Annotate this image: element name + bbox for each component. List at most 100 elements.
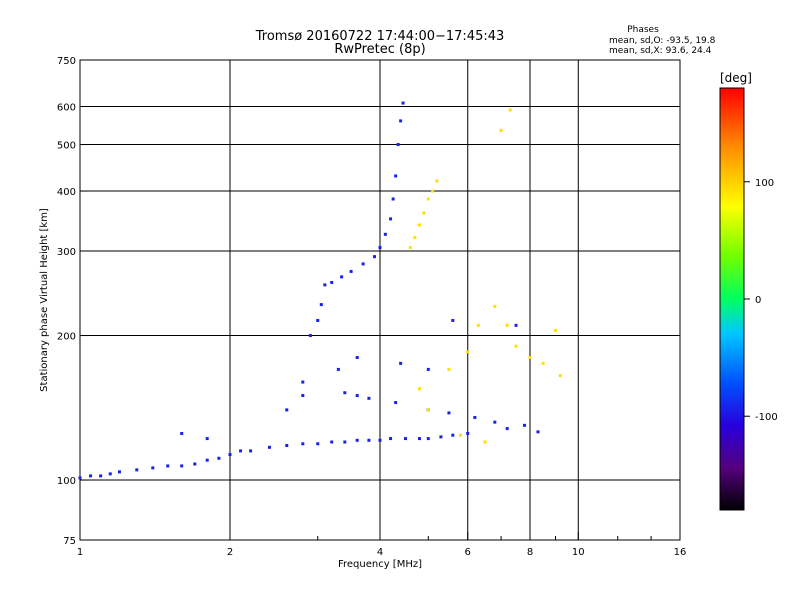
chart-title: Tromsø 20160722 17:44:00−17:45:43 (255, 29, 505, 44)
data-point-o (451, 318, 455, 322)
data-point-o (383, 232, 387, 236)
stats-line-x: mean, sd,X: 93.6, 24.4 (609, 46, 712, 56)
data-point-o (403, 437, 407, 441)
data-point-o (205, 458, 209, 462)
data-point-o (391, 197, 395, 201)
data-point-o (301, 380, 305, 384)
grid-lines (80, 60, 680, 540)
data-point-x (553, 328, 557, 332)
data-point-x (447, 367, 451, 371)
data-point-x (558, 374, 562, 378)
stats-line-o: mean, sd,O: -93.5, 19.8 (609, 36, 716, 46)
data-point-o (343, 391, 347, 395)
data-point-x (413, 236, 417, 240)
data-point-x (508, 108, 512, 112)
x-tick-label: 1 (77, 547, 83, 558)
x-tick-label: 16 (674, 547, 687, 558)
data-point-x (435, 179, 439, 183)
data-point-x (499, 128, 503, 132)
data-point-o (117, 470, 121, 474)
data-point-o (267, 445, 271, 449)
data-point-o (180, 464, 184, 468)
data-point-o (340, 275, 344, 279)
data-point-o (108, 472, 112, 476)
data-point-o (249, 449, 253, 453)
y-tick-label: 75 (63, 536, 76, 547)
data-point-o (378, 438, 382, 442)
data-point-o (205, 437, 209, 441)
data-point-x (514, 344, 518, 348)
y-tick-label: 500 (57, 141, 76, 152)
x-tick-label: 6 (465, 547, 471, 558)
data-point-o (180, 432, 184, 436)
data-point-o (228, 453, 232, 457)
data-point-o (373, 255, 377, 259)
data-point-o (323, 283, 327, 287)
data-point-o (536, 430, 540, 434)
data-point-x (426, 197, 430, 201)
data-point-x (422, 211, 426, 215)
data-point-o (389, 217, 393, 221)
data-point-o (399, 119, 403, 123)
data-points (78, 101, 562, 480)
data-point-o (308, 334, 312, 338)
data-point-x (417, 223, 421, 227)
data-point-o (451, 433, 455, 437)
data-point-o (466, 432, 470, 436)
data-point-o (505, 427, 509, 431)
data-point-o (355, 438, 359, 442)
data-point-o (316, 442, 320, 446)
data-point-o (330, 280, 334, 284)
data-point-o (367, 396, 371, 400)
colorbar-tick-label: 0 (755, 295, 761, 306)
data-point-o (378, 246, 382, 250)
data-point-x (426, 408, 430, 412)
data-point-o (389, 437, 393, 441)
data-point-o (417, 437, 421, 441)
data-point-o (319, 303, 323, 307)
data-point-o (367, 438, 371, 442)
data-point-x (541, 361, 545, 365)
data-point-o (355, 355, 359, 359)
data-point-o (355, 394, 359, 398)
data-point-o (166, 464, 170, 468)
data-point-o (301, 442, 305, 446)
stats-heading: Phases (627, 25, 659, 35)
x-tick-label: 10 (572, 547, 585, 558)
y-tick-label: 600 (57, 103, 76, 114)
data-point-o (330, 440, 334, 444)
data-point-x (417, 387, 421, 391)
data-point-x (483, 440, 487, 444)
colorbar-tick-label: -100 (755, 412, 778, 423)
data-point-o (523, 423, 527, 427)
data-point-o (493, 420, 497, 424)
data-point-o (349, 269, 353, 273)
y-axis-label: Stationary phase Virtual Height [km] (39, 208, 50, 392)
x-tick-label: 4 (377, 547, 383, 558)
data-point-o (396, 143, 400, 147)
data-point-x (476, 323, 480, 327)
data-point-o (439, 435, 443, 439)
data-point-x (466, 350, 470, 354)
data-point-o (514, 323, 518, 327)
axis-ticks: 1 2 4 6 8 10 16 75 100 200 300 400 500 600 750 (57, 56, 686, 558)
x-tick-label: 2 (227, 547, 233, 558)
colorbar-ticks: 100 0 -100 (744, 178, 778, 423)
data-point-o (447, 411, 451, 415)
colorbar-tick-label: 100 (755, 178, 774, 189)
data-point-o (78, 476, 82, 480)
data-point-x (528, 355, 532, 359)
data-point-x (458, 433, 462, 437)
data-point-o (316, 318, 320, 322)
data-point-x (431, 189, 435, 193)
data-point-o (135, 468, 139, 472)
y-tick-label: 100 (57, 476, 76, 487)
data-point-o (193, 462, 197, 466)
data-point-o (285, 444, 289, 448)
y-tick-label: 400 (57, 187, 76, 198)
data-point-o (394, 401, 398, 405)
y-tick-label: 750 (57, 56, 76, 67)
y-tick-label: 300 (57, 247, 76, 258)
data-point-o (473, 415, 477, 419)
x-tick-label: 8 (527, 547, 533, 558)
